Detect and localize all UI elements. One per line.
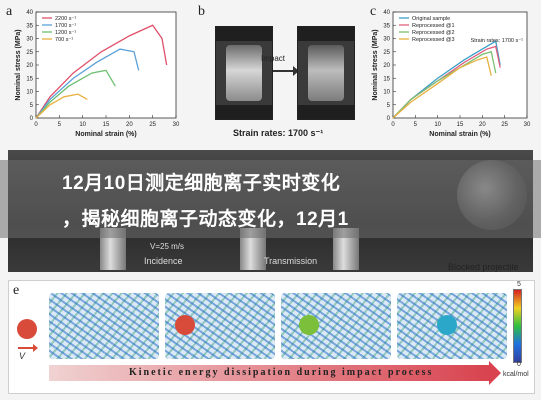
x-tick-label: 30 [524, 122, 531, 128]
stress-strain-chart-c: 0 5 10 15 20 25 30 0 5 10 15 20 25 30 35 40 Nominal stra… [372, 10, 531, 138]
simulation-frame [281, 293, 391, 359]
projectile-ball-icon [17, 319, 37, 339]
impact-test-photo: Impact Strain rates: 1700 s⁻¹ [205, 8, 365, 146]
simulation-frame [165, 293, 275, 359]
sample-before-frame [215, 26, 273, 120]
y-tick-label: 35 [383, 23, 390, 29]
y-tick-label: 10 [26, 90, 33, 96]
x-axis-label: Nominal strain (%) [429, 131, 490, 138]
y-tick-label: 20 [26, 63, 33, 69]
projectile-marker [299, 315, 319, 335]
energy-dissipation-arrow [49, 361, 501, 385]
velocity-symbol: V [19, 351, 26, 361]
x-tick-label: 20 [126, 122, 133, 128]
projectile-marker [175, 315, 195, 335]
x-tick-label: 20 [479, 122, 486, 128]
y-tick-label: 5 [387, 103, 391, 109]
x-tick-label: 5 [414, 122, 418, 128]
energy-dissipation-text: Kinetic energy dissipation during impact… [129, 367, 434, 378]
x-tick-label: 30 [173, 122, 180, 128]
sample-after-frame [297, 26, 355, 120]
y-tick-label: 30 [26, 37, 33, 43]
colorbar-min: 0 [517, 361, 521, 368]
strain-rate-label: Strain rates: 1700 s⁻¹ [233, 128, 324, 138]
x-tick-label: 15 [103, 122, 110, 128]
colorbar-max: 5 [517, 281, 521, 288]
headline-line-1[interactable]: 12月10日测定细胞离子实时变化 [62, 173, 341, 194]
stress-strain-chart-a: 0 5 10 15 20 25 30 0 5 10 15 20 25 30 35 40 Nominal stra… [15, 10, 180, 138]
simulation-frame [49, 293, 159, 359]
colorbar-unit: kcal/mol [503, 371, 529, 378]
y-axis-label: Nominal stress (MPa) [372, 29, 379, 100]
impact-arrow-icon [273, 66, 299, 76]
blocked-projectile-label: Blocked projectile [448, 262, 519, 272]
y-axis-label: Nominal stress (MPa) [15, 29, 22, 100]
velocity-label: V=25 m/s [150, 242, 185, 251]
y-tick-label: 40 [383, 10, 390, 16]
series-line [35, 24, 168, 119]
series-line [35, 48, 140, 119]
x-tick-label: 5 [58, 122, 62, 128]
series-line [392, 56, 492, 119]
simulation-panel: e V Kinetic energy dissipation during im… [8, 280, 535, 394]
transmission-label: Transmission [264, 256, 318, 266]
x-tick-label: 25 [501, 122, 508, 128]
legend-entry: Reprocessed @3 [412, 37, 455, 43]
legend-entry: Original sample [412, 16, 450, 22]
impact-label: Impact [261, 54, 286, 63]
y-tick-label: 15 [26, 76, 33, 82]
series-line [35, 93, 88, 119]
y-tick-label: 15 [383, 76, 390, 82]
legend-entry: 2200 s⁻¹ [55, 16, 76, 22]
legend-entry: Reprocessed @2 [412, 30, 455, 36]
x-tick-label: 25 [149, 122, 156, 128]
y-tick-label: 10 [383, 90, 390, 96]
panel-e-letter: e [13, 283, 20, 298]
y-tick-label: 30 [383, 37, 390, 43]
legend-entry: 1700 s⁻¹ [55, 23, 76, 29]
energy-colorbar [513, 289, 522, 363]
headline-overlay [0, 160, 541, 238]
x-tick-label: 0 [34, 122, 38, 128]
velocity-arrow-icon [18, 344, 38, 352]
y-tick-label: 5 [30, 103, 34, 109]
y-tick-label: 35 [26, 23, 33, 29]
y-tick-label: 20 [383, 63, 390, 69]
y-tick-label: 0 [387, 116, 391, 122]
headline-line-2[interactable]: ，揭秘细胞离子动态变化，12月1 [62, 209, 349, 230]
incidence-label: Incidence [144, 256, 183, 266]
series-line [35, 69, 116, 119]
projectile-marker [437, 315, 457, 335]
chart-annotation: Strain rates: 1700 s⁻¹ [471, 38, 524, 44]
y-tick-label: 40 [26, 10, 33, 16]
y-tick-label: 0 [30, 116, 34, 122]
simulation-frame [397, 293, 507, 359]
x-tick-label: 10 [434, 122, 441, 128]
y-tick-label: 25 [26, 50, 33, 56]
y-tick-label: 25 [383, 50, 390, 56]
x-tick-label: 10 [79, 122, 86, 128]
panel-a-letter: a [6, 4, 13, 19]
x-axis-label: Nominal strain (%) [75, 131, 136, 138]
legend-entry: 1200 s⁻¹ [55, 30, 76, 36]
x-tick-label: 15 [457, 122, 464, 128]
legend-entry: 700 s⁻¹ [55, 37, 73, 43]
legend-entry: Reprocessed @1 [412, 23, 455, 29]
plot-area [35, 11, 177, 119]
x-tick-label: 0 [391, 122, 395, 128]
panel-c-letter: c [370, 4, 377, 19]
panel-b-letter: b [198, 4, 205, 19]
